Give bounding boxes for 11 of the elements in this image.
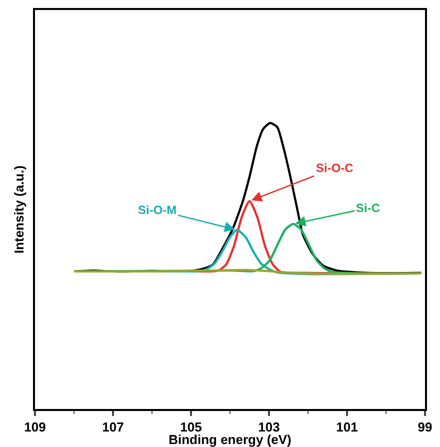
x-axis-title: Binding energy (eV) [168,432,292,447]
text: Si-O-M [138,203,177,217]
x-tick-label: 101 [336,419,358,434]
x-tick-label: 99 [418,419,432,434]
x-tick-label: 107 [102,419,124,434]
x-tick-label: 109 [24,419,46,434]
x-tick-label: 103 [258,419,280,434]
text: Si-O-C [316,161,354,175]
text: Si-C [356,201,380,215]
x-tick-label: 105 [180,419,202,434]
y-axis-title: Intensity (a.u.) [12,165,27,254]
